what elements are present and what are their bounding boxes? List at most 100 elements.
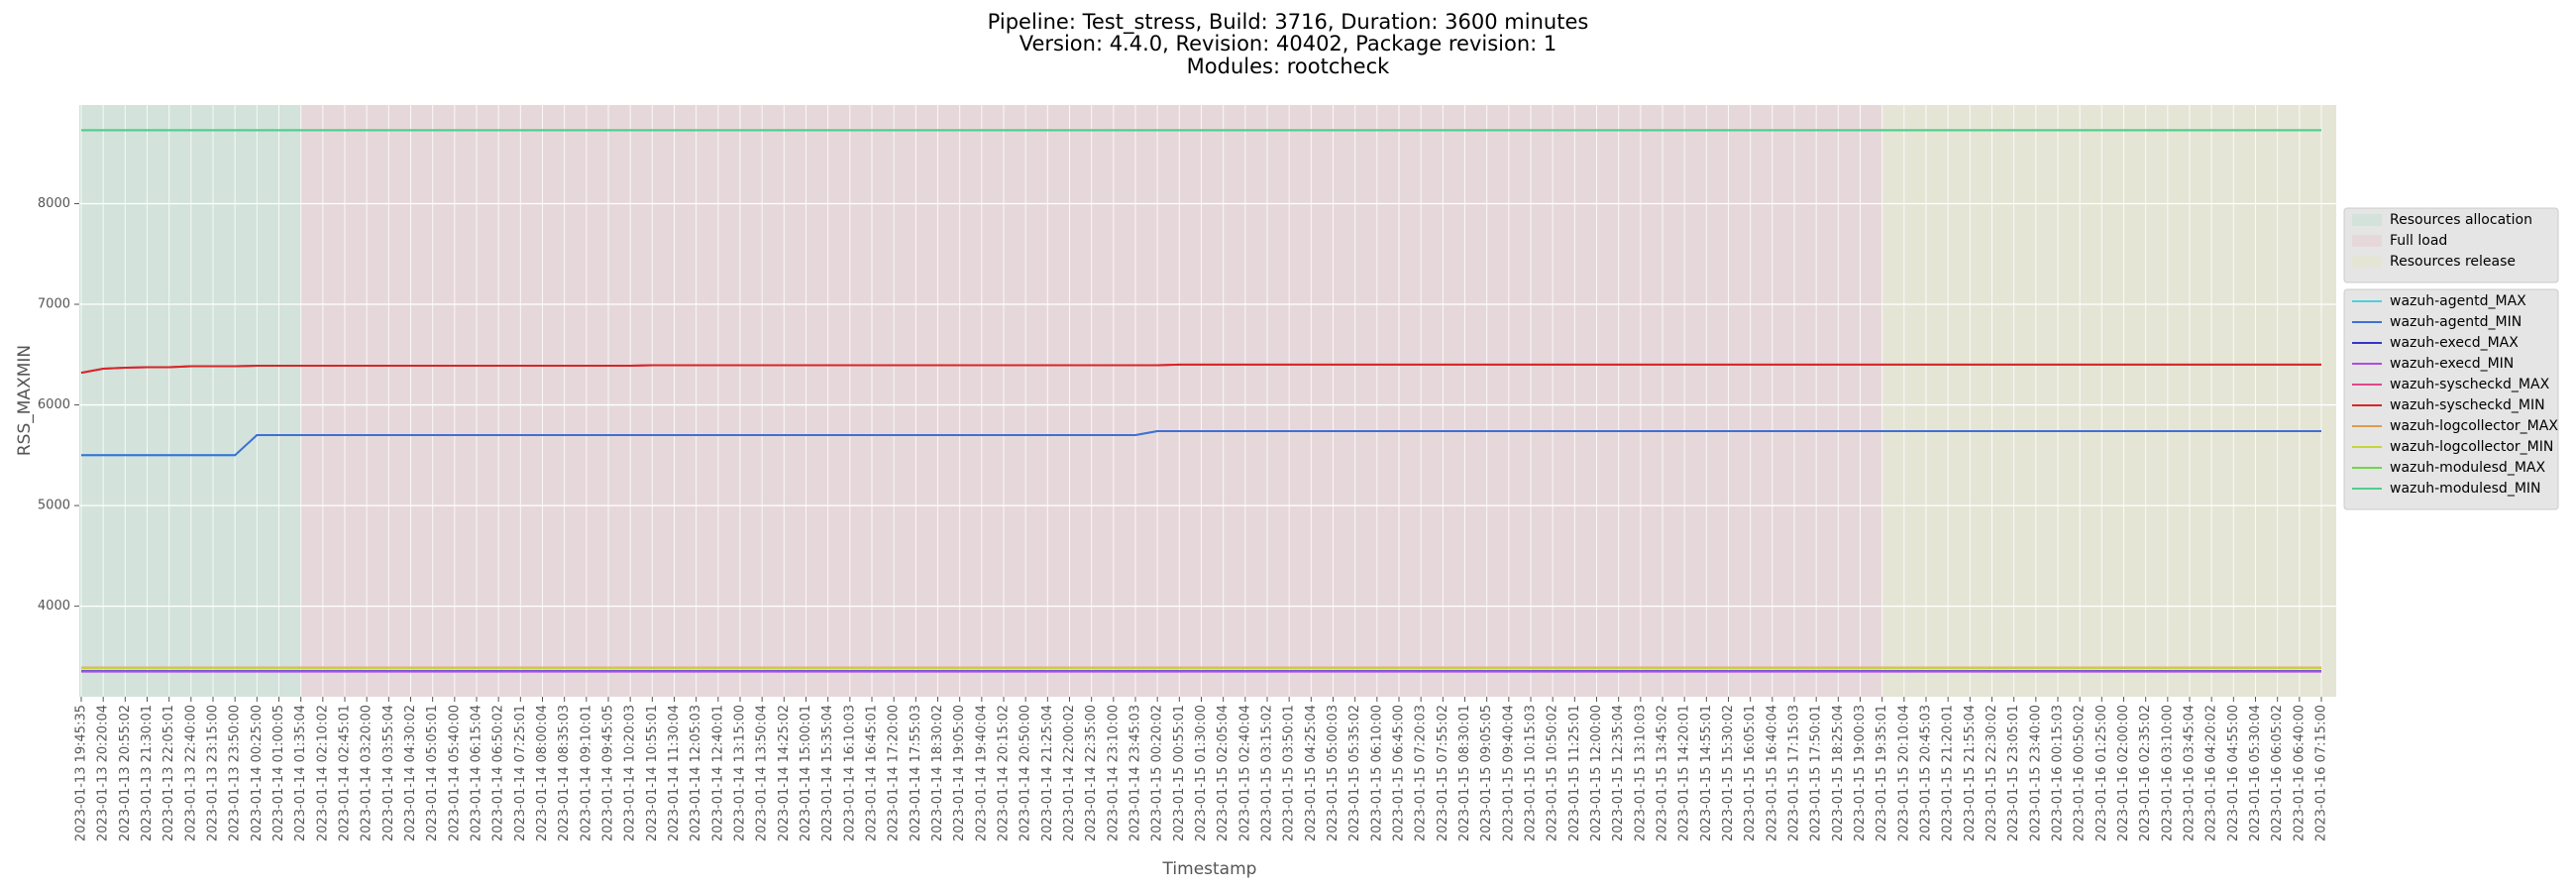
x-tick-label: 2023-01-15 23:40:00 bbox=[2028, 705, 2043, 841]
legend-label: wazuh-agentd_MAX bbox=[2390, 293, 2526, 309]
y-axis-label: RSS_MAXMIN bbox=[15, 345, 35, 456]
x-tick-label: 2023-01-15 02:05:04 bbox=[1216, 705, 1231, 841]
chart-title: Modules: rootcheck bbox=[1187, 55, 1390, 78]
x-tick-label: 2023-01-16 01:25:00 bbox=[2094, 705, 2109, 841]
x-tick-label: 2023-01-14 09:45:05 bbox=[601, 705, 616, 841]
x-tick-label: 2023-01-15 00:20:02 bbox=[1150, 705, 1165, 841]
x-tick-label: 2023-01-13 23:15:00 bbox=[206, 705, 221, 841]
x-tick-label: 2023-01-14 05:40:00 bbox=[447, 705, 462, 841]
x-tick-label: 2023-01-15 13:45:02 bbox=[1656, 705, 1670, 841]
x-tick-label: 2023-01-14 15:00:01 bbox=[799, 705, 813, 841]
legend-label: wazuh-agentd_MIN bbox=[2390, 314, 2522, 330]
x-tick-label: 2023-01-15 05:35:02 bbox=[1347, 705, 1362, 841]
legend-box bbox=[2343, 288, 2559, 510]
x-tick-label: 2023-01-15 19:35:01 bbox=[1875, 705, 1889, 841]
x-tick-label: 2023-01-14 03:20:00 bbox=[360, 705, 375, 841]
y-tick-label: 6000 bbox=[38, 397, 70, 412]
x-tick-label: 2023-01-15 17:15:03 bbox=[1787, 705, 1802, 841]
x-tick-label: 2023-01-14 02:45:01 bbox=[338, 705, 353, 841]
legend-swatch bbox=[2352, 256, 2382, 268]
x-tick-label: 2023-01-15 04:25:04 bbox=[1304, 705, 1319, 841]
x-tick-label: 2023-01-15 08:30:01 bbox=[1457, 705, 1472, 841]
x-tick-label: 2023-01-15 07:20:03 bbox=[1414, 705, 1429, 841]
x-tick-label: 2023-01-15 14:20:01 bbox=[1677, 705, 1692, 841]
x-tick-label: 2023-01-15 13:10:03 bbox=[1633, 705, 1648, 841]
x-tick-label: 2023-01-16 05:30:04 bbox=[2248, 705, 2263, 841]
x-tick-label: 2023-01-14 09:10:01 bbox=[579, 705, 593, 841]
series-line bbox=[80, 363, 2321, 375]
x-tick-label: 2023-01-15 03:50:01 bbox=[1282, 705, 1297, 841]
legend-label: wazuh-modulesd_MAX bbox=[2390, 460, 2545, 476]
x-tick-label: 2023-01-14 19:05:00 bbox=[952, 705, 967, 841]
legend-label: wazuh-execd_MAX bbox=[2390, 335, 2519, 351]
x-tick-label: 2023-01-14 01:35:04 bbox=[293, 705, 308, 841]
x-tick-label: 2023-01-15 07:55:02 bbox=[1436, 705, 1450, 841]
series-line bbox=[81, 430, 2321, 457]
x-tick-label: 2023-01-15 22:30:02 bbox=[1985, 705, 1999, 841]
legend-label: wazuh-logcollector_MAX bbox=[2390, 418, 2558, 434]
x-tick-label: 2023-01-14 23:45:03 bbox=[1128, 705, 1143, 841]
x-tick-label: 2023-01-15 18:25:04 bbox=[1831, 705, 1846, 841]
x-tick-label: 2023-01-13 22:40:00 bbox=[183, 705, 198, 841]
x-tick-label: 2023-01-14 16:45:01 bbox=[865, 705, 880, 841]
x-tick-label: 2023-01-13 20:20:04 bbox=[96, 705, 111, 841]
x-tick-label: 2023-01-15 12:00:00 bbox=[1589, 705, 1604, 841]
x-tick-label: 2023-01-15 01:30:00 bbox=[1194, 705, 1209, 841]
x-tick-label: 2023-01-14 21:25:04 bbox=[1040, 705, 1055, 841]
x-tick-label: 2023-01-16 07:15:00 bbox=[2314, 705, 2329, 841]
x-tick-label: 2023-01-14 18:30:02 bbox=[930, 705, 945, 841]
legend-swatch bbox=[2352, 214, 2382, 226]
x-tick-label: 2023-01-15 12:35:04 bbox=[1611, 705, 1626, 841]
x-tick-label: 2023-01-14 15:35:04 bbox=[820, 705, 835, 841]
x-tick-label: 2023-01-15 02:40:04 bbox=[1237, 705, 1252, 841]
x-tick-label: 2023-01-14 13:15:00 bbox=[733, 705, 748, 841]
x-tick-label: 2023-01-14 12:40:01 bbox=[710, 705, 725, 841]
x-tick-label: 2023-01-14 20:50:00 bbox=[1019, 705, 1033, 841]
x-tick-label: 2023-01-13 23:50:00 bbox=[228, 705, 243, 841]
x-tick-label: 2023-01-15 05:00:03 bbox=[1326, 705, 1341, 841]
legend-label: Resources allocation bbox=[2390, 212, 2532, 228]
phase-span bbox=[79, 105, 301, 697]
x-tick-label: 2023-01-16 03:10:00 bbox=[2160, 705, 2175, 841]
x-tick-label: 2023-01-14 07:25:01 bbox=[513, 705, 528, 841]
legend-swatch bbox=[2352, 235, 2382, 247]
x-tick-label: 2023-01-16 03:45:04 bbox=[2183, 705, 2198, 841]
x-tick-label: 2023-01-15 20:45:03 bbox=[1919, 705, 1934, 841]
x-tick-label: 2023-01-15 09:40:04 bbox=[1501, 705, 1516, 841]
x-tick-label: 2023-01-15 03:15:02 bbox=[1260, 705, 1275, 841]
phase-span bbox=[1881, 105, 2336, 697]
legend-box bbox=[2343, 207, 2559, 283]
x-tick-label: 2023-01-15 21:55:04 bbox=[1963, 705, 1978, 841]
x-tick-label: 2023-01-14 05:05:01 bbox=[425, 705, 440, 841]
chart-title: Version: 4.4.0, Revision: 40402, Package… bbox=[1020, 32, 1557, 56]
x-tick-label: 2023-01-15 10:15:03 bbox=[1524, 705, 1539, 841]
x-tick-label: 2023-01-16 04:55:00 bbox=[2226, 705, 2241, 841]
x-tick-label: 2023-01-15 10:50:02 bbox=[1546, 705, 1560, 841]
x-tick-label: 2023-01-13 22:05:01 bbox=[161, 705, 176, 841]
x-tick-label: 2023-01-14 08:00:04 bbox=[535, 705, 550, 841]
x-tick-label: 2023-01-15 21:20:01 bbox=[1941, 705, 1956, 841]
x-tick-label: 2023-01-15 11:25:01 bbox=[1567, 705, 1582, 841]
x-tick-label: 2023-01-15 23:05:01 bbox=[2006, 705, 2021, 841]
x-tick-label: 2023-01-16 02:35:02 bbox=[2138, 705, 2153, 841]
x-tick-label: 2023-01-14 17:20:00 bbox=[887, 705, 902, 841]
x-tick-label: 2023-01-14 19:40:04 bbox=[974, 705, 989, 841]
x-tick-label: 2023-01-15 06:45:00 bbox=[1392, 705, 1407, 841]
x-tick-label: 2023-01-13 20:55:02 bbox=[118, 705, 133, 841]
x-tick-label: 2023-01-14 12:05:03 bbox=[689, 705, 703, 841]
x-tick-label: 2023-01-13 21:30:01 bbox=[140, 705, 155, 841]
x-tick-label: 2023-01-15 06:10:00 bbox=[1369, 705, 1384, 841]
x-tick-label: 2023-01-16 02:00:00 bbox=[2116, 705, 2131, 841]
x-tick-label: 2023-01-14 16:10:03 bbox=[842, 705, 857, 841]
x-tick-label: 2023-01-15 16:05:01 bbox=[1743, 705, 1758, 841]
y-tick-label: 8000 bbox=[38, 196, 70, 211]
x-tick-label: 2023-01-14 00:25:00 bbox=[250, 705, 265, 841]
x-tick-label: 2023-01-14 22:35:00 bbox=[1084, 705, 1099, 841]
x-tick-label: 2023-01-14 03:55:04 bbox=[381, 705, 396, 841]
x-tick-label: 2023-01-14 20:15:02 bbox=[997, 705, 1012, 841]
y-tick-label: 7000 bbox=[38, 297, 70, 312]
legend-label: wazuh-logcollector_MIN bbox=[2390, 439, 2553, 455]
x-tick-label: 2023-01-13 19:45:35 bbox=[74, 705, 89, 841]
x-tick-label: 2023-01-14 10:55:01 bbox=[645, 705, 660, 841]
x-tick-label: 2023-01-16 00:50:02 bbox=[2073, 705, 2088, 841]
